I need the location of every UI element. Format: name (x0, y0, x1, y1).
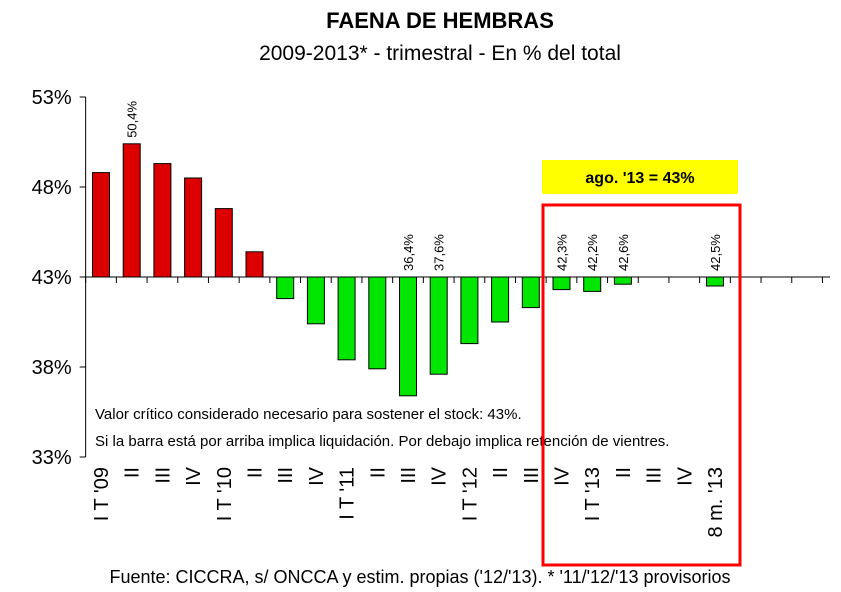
value-label: 42,3% (555, 234, 570, 271)
x-tick-label: IV (183, 466, 205, 486)
value-label: 42,2% (585, 234, 600, 271)
bar (491, 276, 510, 323)
x-tick-label: II (122, 467, 144, 478)
bar (92, 172, 110, 278)
bar (460, 276, 479, 345)
bar (276, 276, 295, 300)
x-tick-label: III (152, 467, 174, 484)
x-tick-label: II (490, 467, 512, 478)
x-tick-label: II (613, 467, 635, 478)
x-tick-label: IV (674, 466, 696, 486)
bar (521, 276, 540, 309)
bar (399, 276, 417, 397)
bar (214, 208, 233, 278)
bar (706, 276, 724, 287)
x-tick-label: I T '13 (582, 467, 604, 521)
chart-subtitle: 2009-2013* - trimestral - En % del total (259, 42, 621, 65)
highlight-frame (541, 203, 742, 567)
bar (184, 177, 203, 278)
source: Fuente: CICCRA, s/ ONCCA y estim. propia… (109, 567, 730, 587)
y-tick-label: 43% (32, 267, 72, 289)
x-tick-label: III (398, 467, 420, 484)
x-tick-label: I T '12 (459, 467, 481, 521)
value-label: 42,6% (616, 234, 631, 271)
x-tick-label: IV (306, 466, 328, 486)
value-label: 37,6% (432, 234, 447, 271)
note: Si la barra está por arriba implica liqu… (95, 433, 669, 450)
bar (429, 276, 448, 375)
bar (153, 163, 172, 278)
value-label: 36,4% (401, 234, 416, 271)
y-tick-label: 33% (32, 447, 72, 469)
y-tick-label: 38% (32, 357, 72, 379)
highlight-box (542, 160, 738, 194)
x-tick-label: IV (552, 466, 574, 486)
y-tick-label: 48% (32, 177, 72, 199)
bar (613, 276, 632, 285)
x-tick-label: II (245, 467, 267, 478)
value-label: 50,4% (125, 100, 140, 137)
x-tick-label: I T '11 (337, 467, 359, 520)
y-tick-label: 53% (32, 87, 72, 109)
bar (368, 276, 387, 370)
x-tick-label: IV (429, 466, 451, 486)
x-tick-label: 8 m. '13 (705, 467, 727, 538)
bar (122, 143, 141, 278)
chart-title: FAENA DE HEMBRAS (326, 8, 554, 33)
x-tick-label: I T '10 (214, 467, 236, 521)
x-tick-label: III (521, 467, 543, 484)
x-tick-label: I T '09 (91, 467, 113, 521)
note: Valor crítico considerado necesario para… (95, 406, 522, 423)
value-label: 42,5% (708, 234, 723, 271)
highlight-text: ago. '13 = 43% (585, 170, 694, 187)
x-tick-label: II (367, 467, 389, 478)
bar (337, 276, 356, 361)
x-tick-label: III (275, 467, 297, 484)
x-tick-label: III (644, 467, 666, 484)
bar (583, 276, 602, 292)
bar (552, 276, 571, 291)
bar (306, 276, 325, 325)
bar (245, 251, 264, 278)
